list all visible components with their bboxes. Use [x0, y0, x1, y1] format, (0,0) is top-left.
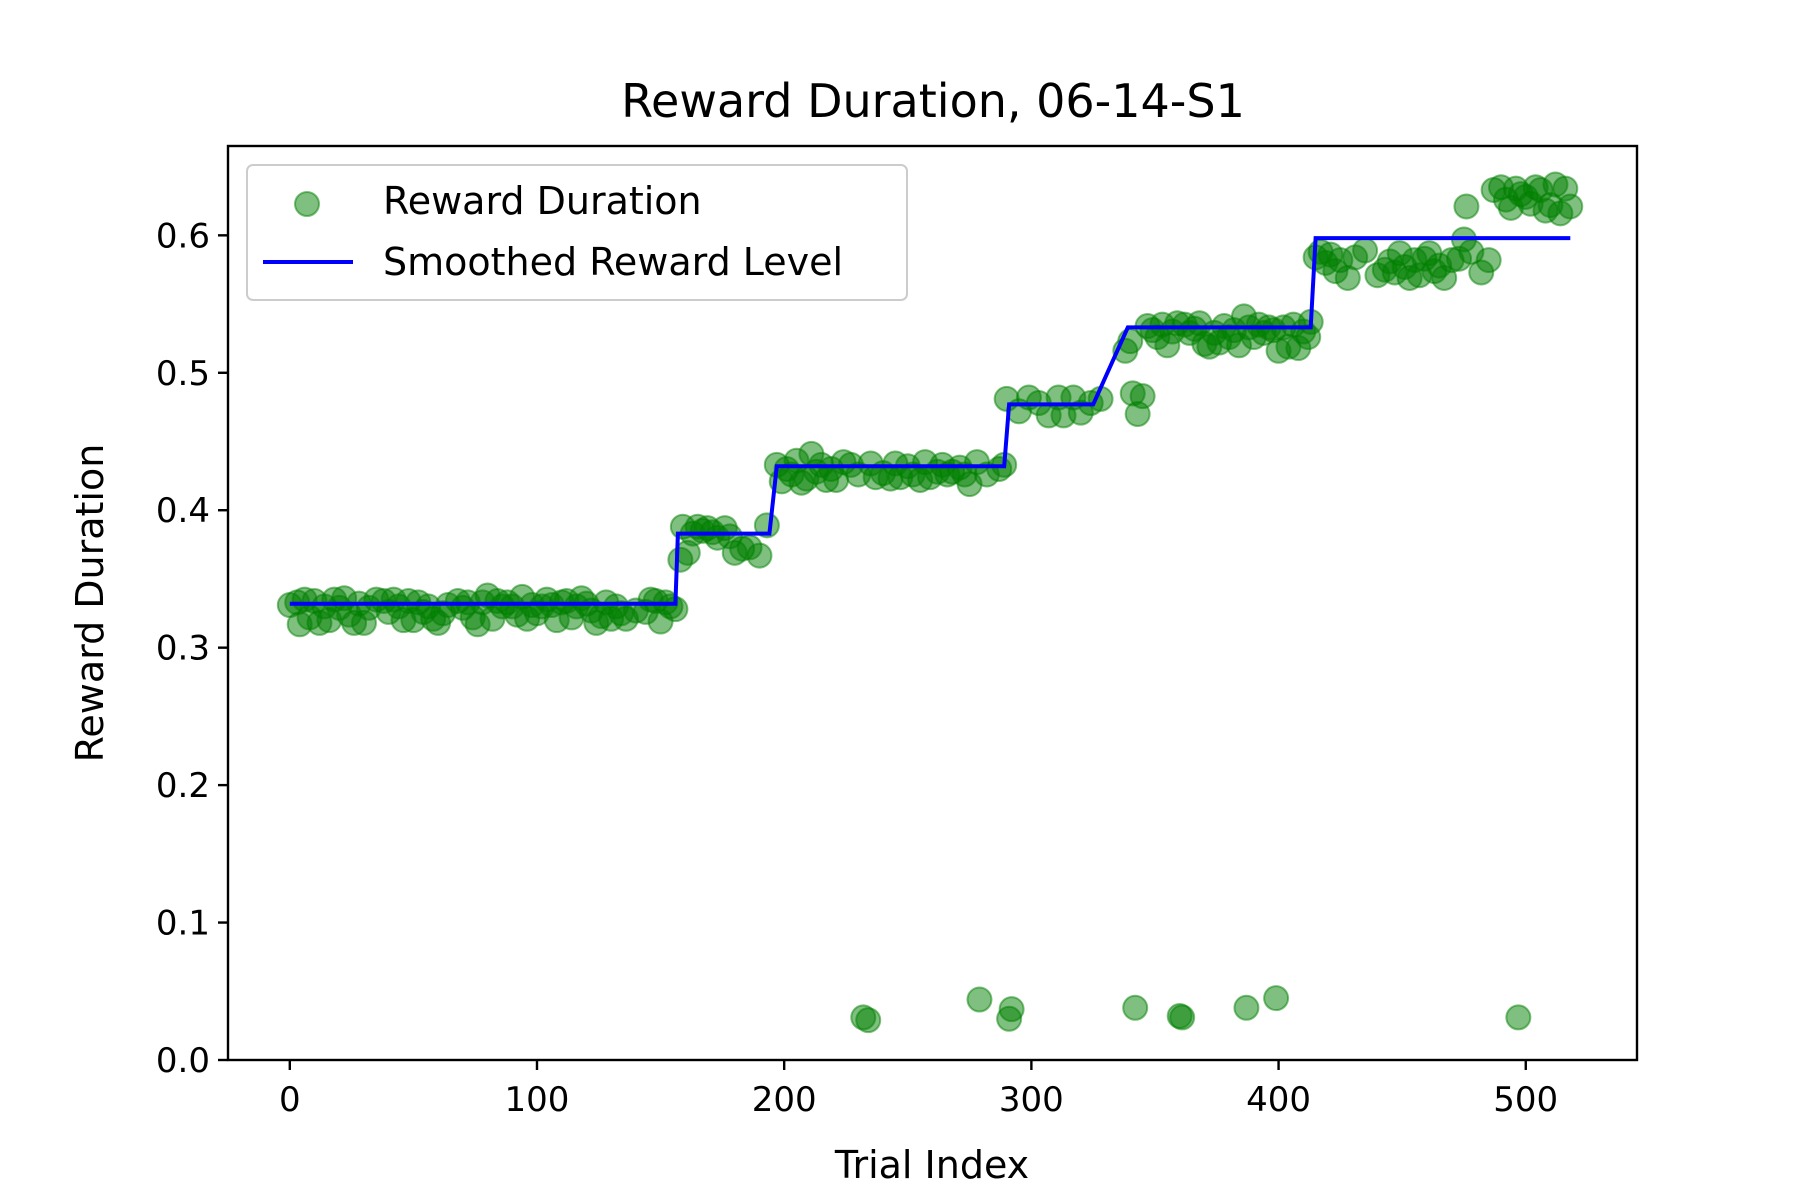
y-tick-label: 0.5	[156, 354, 210, 394]
plot-frame	[226, 144, 1639, 1062]
chart-title: Reward Duration, 06-14-S1	[621, 74, 1245, 128]
x-tick-label: 400	[1246, 1080, 1311, 1120]
smoothed-line-layer	[289, 236, 1571, 606]
smoothed-reward-line	[289, 236, 1571, 606]
scatter-point	[1169, 1004, 1196, 1031]
scatter-point	[998, 996, 1025, 1023]
legend-box	[246, 164, 908, 301]
scatter-point	[1122, 994, 1149, 1021]
scatter-point	[1453, 193, 1480, 220]
y-tick-label: 0.4	[156, 491, 210, 531]
legend-marker-reward-duration	[294, 191, 320, 217]
scatter-point	[1233, 994, 1260, 1021]
scatter-points-layer	[276, 171, 1584, 1034]
scatter-point	[855, 1007, 882, 1034]
y-axis: 0.0 0.1 0.2 0.3 0.4 0.5 0.6	[156, 216, 228, 1081]
x-axis: 0 100 200 300 400 500	[279, 1060, 1558, 1120]
legend-label-smoothed-reward-level: Smoothed Reward Level	[383, 240, 843, 284]
y-tick-label: 0.2	[156, 766, 210, 806]
scatter-point	[966, 986, 993, 1013]
x-tick-label: 500	[1493, 1080, 1558, 1120]
legend-label-reward-duration: Reward Duration	[383, 179, 702, 223]
scatter-point	[1263, 985, 1290, 1012]
scatter-point	[1129, 383, 1156, 410]
scatter-point	[1352, 237, 1379, 264]
x-tick-label: 300	[999, 1080, 1064, 1120]
y-tick-label: 0.1	[156, 904, 210, 944]
scatter-point	[746, 542, 773, 569]
y-tick-label: 0.3	[156, 629, 210, 669]
plot-area	[226, 144, 1639, 1062]
scatter-point	[1505, 1004, 1532, 1031]
x-tick-label: 100	[505, 1080, 570, 1120]
y-tick-label: 0.6	[156, 216, 210, 256]
x-axis-label: Trial Index	[834, 1143, 1029, 1187]
x-tick-label: 0	[279, 1080, 301, 1120]
y-tick-label: 0.0	[156, 1041, 210, 1081]
legend: Reward Duration Smoothed Reward Level	[246, 164, 908, 301]
y-axis-label: Reward Duration	[68, 444, 112, 763]
x-tick-label: 200	[752, 1080, 817, 1120]
scatter-point	[1475, 247, 1502, 274]
scatter-point	[1557, 193, 1584, 220]
